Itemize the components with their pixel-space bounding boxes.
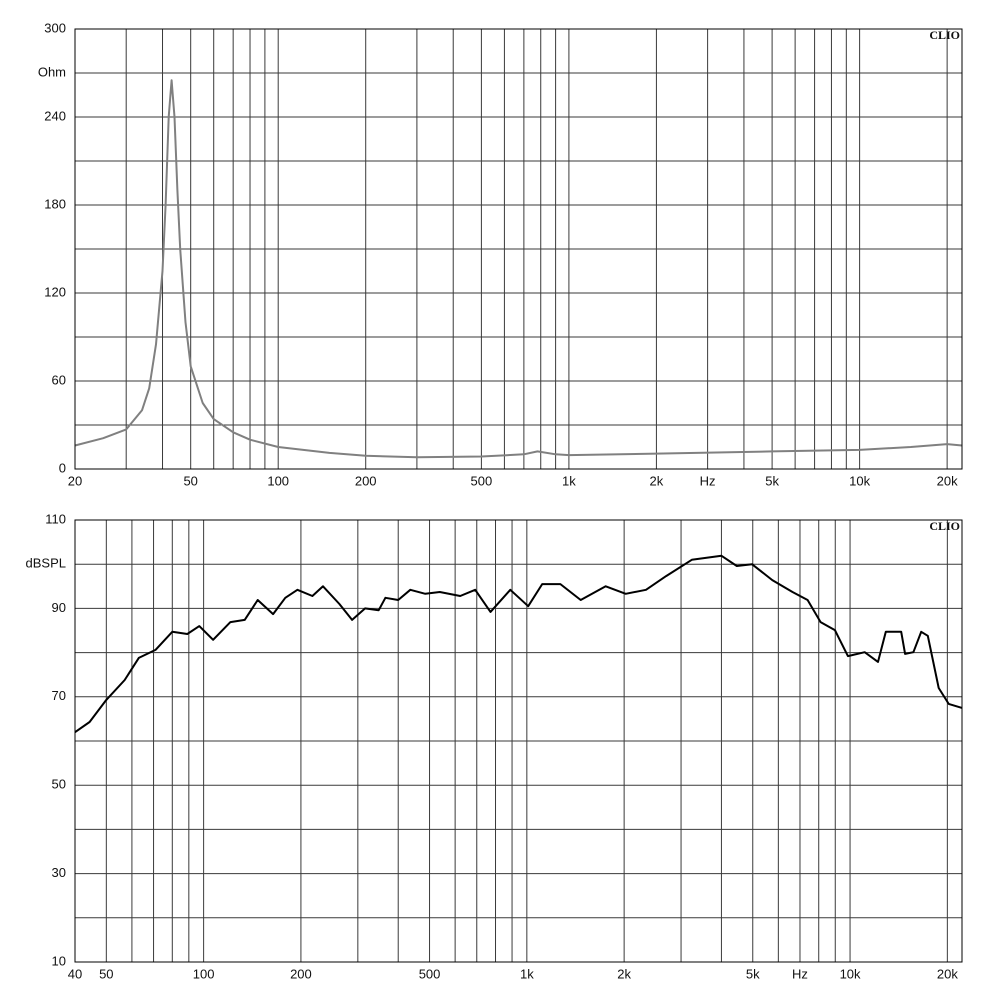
y-tick-label: 240 bbox=[44, 108, 66, 123]
x-tick-label: 100 bbox=[193, 966, 215, 981]
x-tick-label: 1k bbox=[562, 473, 576, 488]
x-tick-label: 500 bbox=[471, 473, 493, 488]
y-tick-label: 30 bbox=[52, 865, 66, 880]
x-tick-label: 5k bbox=[765, 473, 779, 488]
y-tick-label: 50 bbox=[52, 777, 66, 792]
y-tick-label: 0 bbox=[59, 460, 66, 475]
y-tick-label: 300 bbox=[44, 20, 66, 35]
x-tick-label: Hz bbox=[700, 473, 716, 488]
x-tick-label: 2k bbox=[650, 473, 664, 488]
y-tick-label: 90 bbox=[52, 600, 66, 615]
x-tick-label: 20k bbox=[937, 473, 958, 488]
x-tick-label: 200 bbox=[290, 966, 312, 981]
x-tick-label: 100 bbox=[267, 473, 289, 488]
x-tick-label: 500 bbox=[419, 966, 441, 981]
x-tick-label: 50 bbox=[99, 966, 113, 981]
x-tick-label: 2k bbox=[617, 966, 631, 981]
y-tick-label: 70 bbox=[52, 688, 66, 703]
x-tick-label: 10k bbox=[840, 966, 861, 981]
x-tick-label: Hz bbox=[792, 966, 808, 981]
y-tick-label: 10 bbox=[52, 953, 66, 968]
chart: 10 30 50 70 90 dBSPL 110 40 50 100 200 500 1k 2k 5k Hz 1… bbox=[26, 511, 963, 981]
x-tick-label: 40 bbox=[68, 966, 82, 981]
y-tick-label: 120 bbox=[44, 284, 66, 299]
x-tick-label: 20 bbox=[68, 473, 82, 488]
plot-border bbox=[74, 519, 963, 963]
y-tick-label: 180 bbox=[44, 196, 66, 211]
y-tick-label: 60 bbox=[52, 372, 66, 387]
x-tick-label: 10k bbox=[849, 473, 870, 488]
x-tick-label: 20k bbox=[937, 966, 958, 981]
watermark: CLIO bbox=[929, 28, 960, 42]
data-line bbox=[74, 554, 963, 734]
y-tick-label: 110 bbox=[45, 511, 66, 526]
plot-border bbox=[74, 28, 963, 470]
y-tick-label: dBSPL bbox=[26, 556, 66, 571]
chart: 0 60 120 180 240 Ohm 300 20 50 100 200 500 1k 2k Hz 5k 1… bbox=[38, 20, 963, 488]
data-line bbox=[74, 79, 963, 459]
x-tick-label: 50 bbox=[183, 473, 197, 488]
x-tick-label: 5k bbox=[746, 966, 760, 981]
watermark: CLIO bbox=[929, 519, 960, 533]
x-tick-label: 1k bbox=[520, 966, 534, 981]
y-tick-label: Ohm bbox=[38, 64, 66, 79]
x-tick-label: 200 bbox=[355, 473, 377, 488]
